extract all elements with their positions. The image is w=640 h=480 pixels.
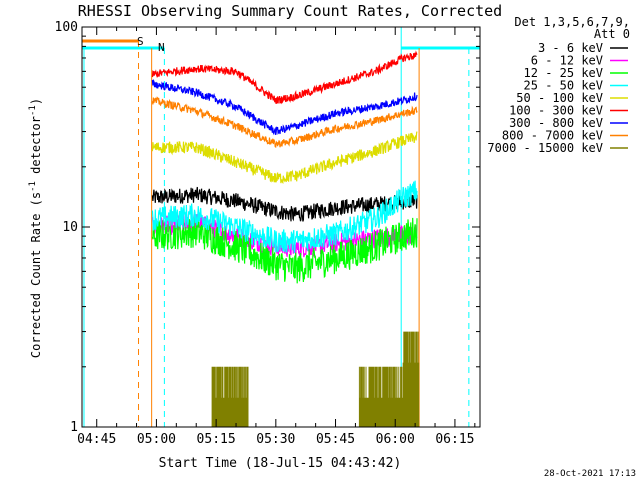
chart-title: RHESSI Observing Summary Count Rates, Co… <box>78 2 502 20</box>
x-tick-label-05:15: 05:15 <box>197 432 236 447</box>
legend-label-6: 300 - 800 keV <box>509 116 603 130</box>
x-axis-label: Start Time (18-Jul-15 04:43:42) <box>159 456 402 471</box>
x-tick-label-06:15: 06:15 <box>435 432 474 447</box>
series-line-3 <box>151 180 418 254</box>
x-tick-label-04:45: 04:45 <box>77 432 116 447</box>
series-line-5 <box>151 50 418 105</box>
flag-label-n: N <box>158 41 165 54</box>
x-tick-label-05:00: 05:00 <box>137 432 176 447</box>
legend-label-1: 6 - 12 keV <box>531 54 603 68</box>
legend-header-line1: Det 1,3,5,6,7,9, <box>514 15 630 29</box>
series-line-7 <box>151 96 418 148</box>
legend-header-line2: Att 0 <box>594 27 630 41</box>
series-line-0 <box>151 186 418 222</box>
legend-label-4: 50 - 100 keV <box>516 91 603 105</box>
legend-label-0: 3 - 6 keV <box>538 41 603 55</box>
y-tick-label-1: 1 <box>70 420 78 435</box>
series-spikes-2 <box>402 331 420 427</box>
legend-label-5: 100 - 300 keV <box>509 104 603 118</box>
series-spikes-0 <box>211 366 249 427</box>
series-spikes-1 <box>358 366 404 427</box>
x-tick-label-05:30: 05:30 <box>256 432 295 447</box>
y-tick-label-100: 100 <box>55 20 78 35</box>
series-line-6 <box>151 78 418 136</box>
x-tick-label-06:00: 06:00 <box>376 432 415 447</box>
legend-label-7: 800 - 7000 keV <box>502 129 603 143</box>
flag-label-s: S <box>137 35 144 48</box>
plot-frame <box>81 26 481 428</box>
y-axis-label: Corrected Count Rate (s-1 detector-1) <box>28 98 43 358</box>
legend-label-3: 25 - 50 keV <box>524 79 603 93</box>
y-tick-label-10: 10 <box>62 220 78 235</box>
timestamp: 28-Oct-2021 17:13 <box>544 469 636 479</box>
legend-label-2: 12 - 25 keV <box>524 66 603 80</box>
axes: 1 10 100 04:45 05:00 05:15 05:30 05:45 06:00 06:1… <box>55 20 481 447</box>
legend-label-8: 7000 - 15000 keV <box>487 141 603 155</box>
x-tick-label-05:45: 05:45 <box>316 432 355 447</box>
series-line-4 <box>151 131 418 185</box>
